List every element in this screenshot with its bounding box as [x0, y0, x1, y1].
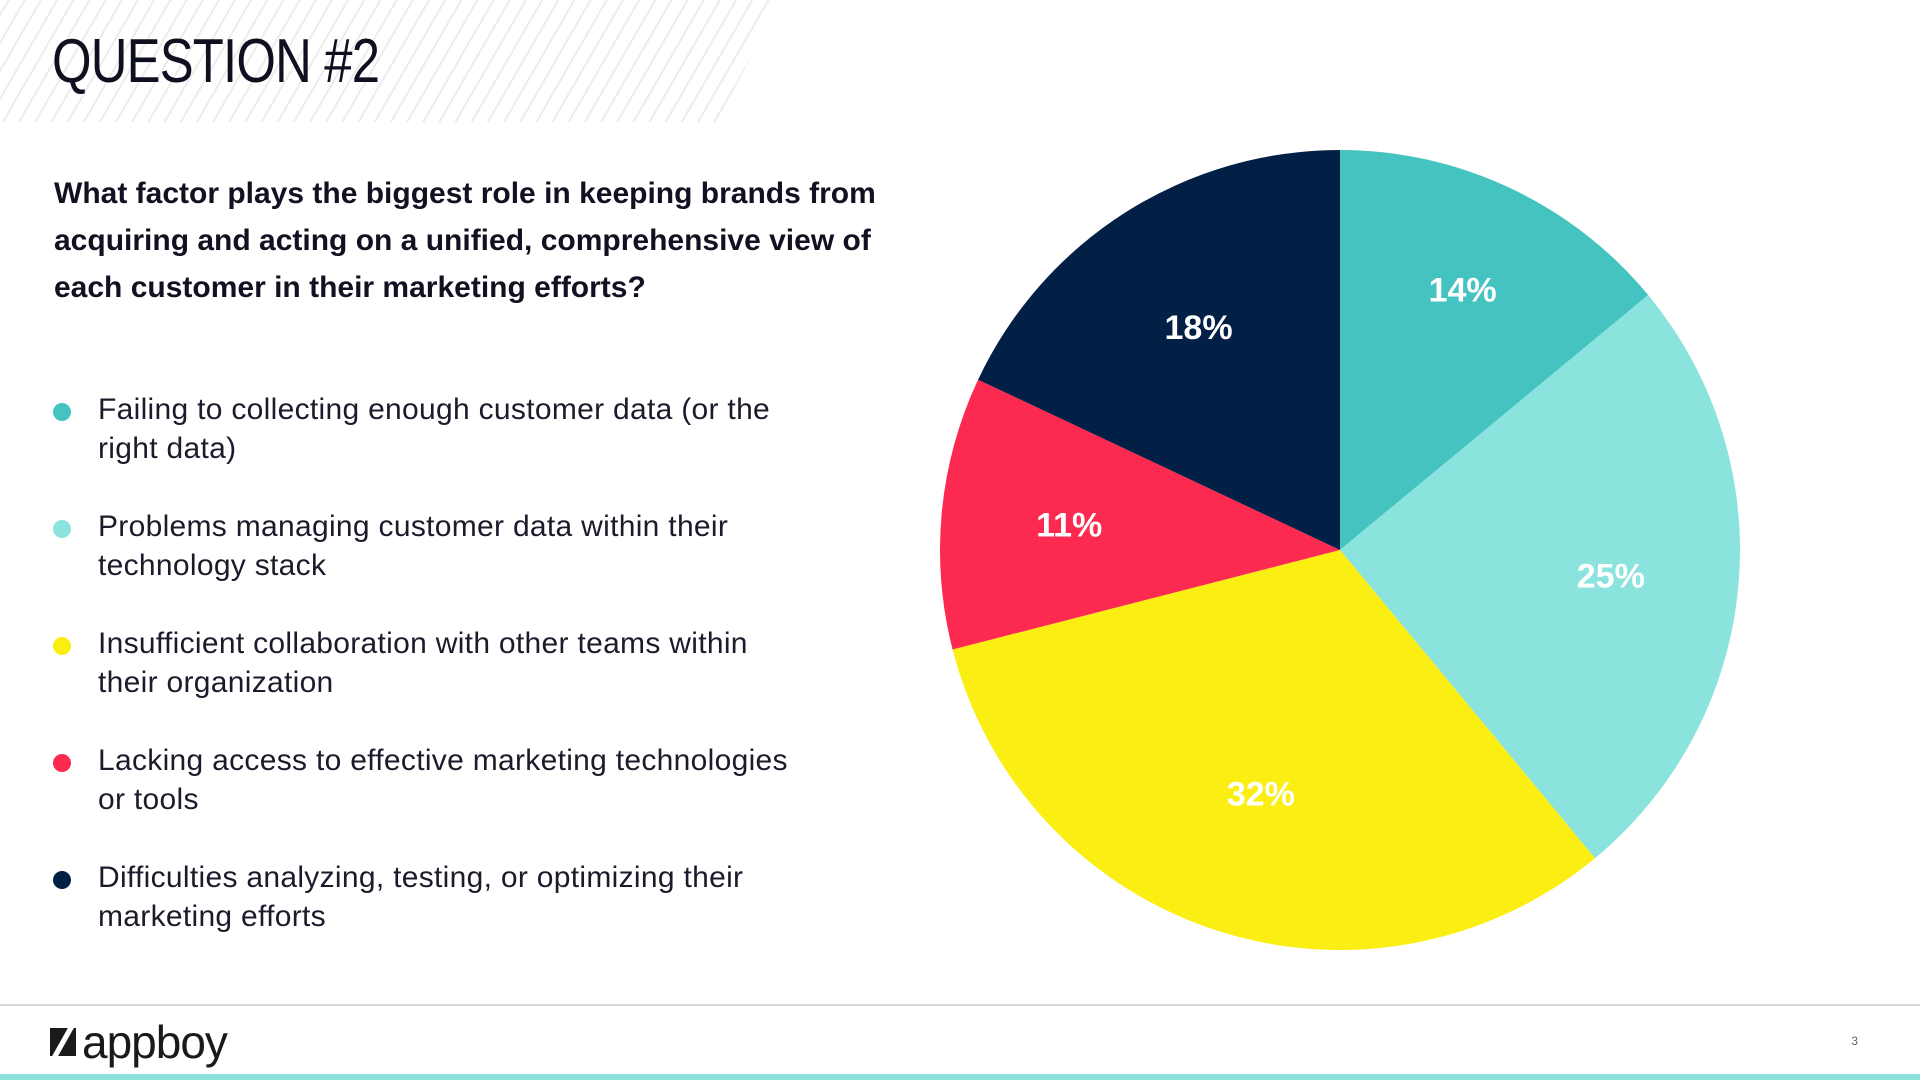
legend-label: Problems managing customer data within t… — [98, 510, 729, 582]
question-text: What factor plays the biggest role in ke… — [54, 177, 876, 304]
slide-title: QUESTION #2 — [52, 27, 380, 96]
pie-slice-label: 25% — [1577, 558, 1645, 596]
logo-wordmark: appboy — [82, 1016, 228, 1068]
appboy-logo: appboy — [50, 1014, 228, 1070]
footer-accent-bar — [0, 1074, 1920, 1080]
legend-label: Difficulties analyzing, testing, or opti… — [98, 861, 744, 933]
pie-chart-svg: 14% 25% 32% 11% 18% — [940, 149, 1740, 951]
legend-item: Insufficient collaboration with other te… — [52, 624, 812, 741]
footer-divider — [0, 1004, 1920, 1006]
legend-item: Difficulties analyzing, testing, or opti… — [52, 858, 812, 975]
pie-slice — [940, 379, 1340, 650]
chart-legend: Failing to collecting enough customer da… — [52, 390, 812, 975]
legend-label: Lacking access to effective marketing te… — [98, 744, 788, 816]
legend-dot — [53, 637, 71, 655]
pie-slice — [1340, 150, 1649, 550]
legend-item: Lacking access to effective marketing te… — [52, 741, 812, 858]
page-number: 3 — [1851, 1034, 1858, 1048]
pie-slice — [978, 149, 1340, 550]
pie-slice-label: 14% — [1429, 271, 1497, 309]
pie-slice-label: 32% — [1227, 775, 1295, 813]
pie-slice-label: 11% — [1036, 506, 1102, 544]
pie-slice — [1340, 295, 1740, 859]
legend-dot — [53, 403, 71, 421]
legend-dot — [53, 754, 71, 772]
legend-item: Failing to collecting enough customer da… — [52, 390, 812, 507]
pie-slice-label: 18% — [1165, 309, 1233, 347]
appboy-logo-mark-icon — [50, 1028, 76, 1056]
legend-dot — [53, 871, 71, 889]
pie-slice — [952, 550, 1595, 951]
legend-dot — [53, 520, 71, 538]
legend-label: Failing to collecting enough customer da… — [98, 393, 771, 465]
header-hatch-decoration — [0, 0, 780, 122]
pie-chart: 14% 25% 32% 11% 18% — [930, 140, 1750, 960]
legend-label: Insufficient collaboration with other te… — [98, 627, 748, 699]
legend-item: Problems managing customer data within t… — [52, 507, 812, 624]
